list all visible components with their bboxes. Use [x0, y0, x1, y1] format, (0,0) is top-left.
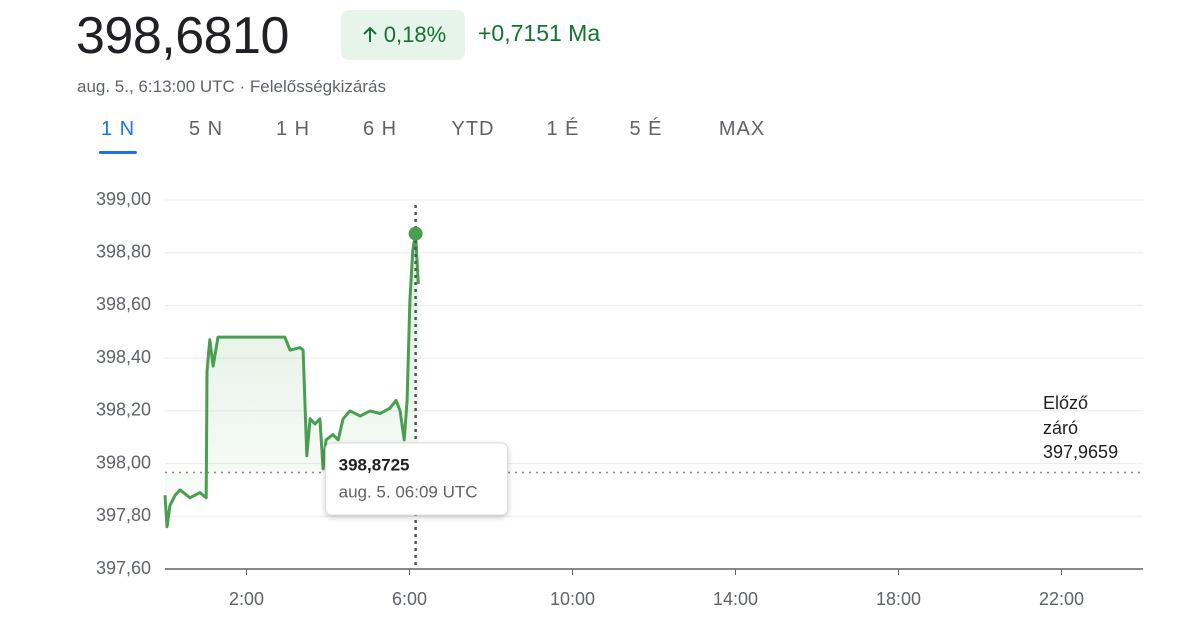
- previous-close-value: 397,9659: [1043, 442, 1118, 462]
- range-tab[interactable]: 1 N: [98, 118, 138, 154]
- up-arrow: [363, 26, 377, 42]
- x-tick-label: 6:00: [392, 589, 427, 609]
- range-tab[interactable]: 5 N: [188, 118, 224, 140]
- y-tick-label: 397,80: [96, 505, 151, 525]
- y-tick-label: 398,00: [96, 452, 151, 472]
- hover-point: [408, 226, 423, 241]
- y-tick-label: 398,20: [96, 400, 151, 420]
- previous-close-label: záró: [1043, 418, 1078, 438]
- change-absolute: +0,7151 Ma: [478, 20, 601, 46]
- tooltip-value: 398,8725: [339, 455, 410, 474]
- y-tick-label: 397,60: [96, 558, 151, 578]
- range-tabs: 1 N 5 N 1 H 6 H YTD 1 É 5 É MAX: [0, 118, 1200, 158]
- range-tab[interactable]: YTD: [451, 118, 495, 140]
- range-tab[interactable]: 1 H: [275, 118, 311, 140]
- change-percent: 0,18%: [383, 22, 447, 47]
- x-tick-label: 18:00: [876, 589, 921, 609]
- y-tick-label: 398,80: [96, 241, 151, 261]
- x-tick-label: 10:00: [550, 589, 595, 609]
- y-tick-label: 398,40: [96, 347, 151, 367]
- tooltip-time: aug. 5. 06:09 UTC: [339, 482, 478, 501]
- range-tab[interactable]: 1 É: [546, 118, 580, 140]
- price: 398,6810: [76, 7, 289, 65]
- x-tick-label: 22:00: [1039, 589, 1084, 609]
- range-tab[interactable]: MAX: [718, 118, 766, 140]
- previous-close-label: Előző: [1043, 393, 1088, 413]
- timestamp: aug. 5., 6:13:00 UTC · Felelősségkizárás: [77, 77, 386, 96]
- range-tab[interactable]: 6 H: [362, 118, 398, 140]
- x-tick-label: 14:00: [713, 589, 758, 609]
- tooltip-box: [325, 442, 509, 516]
- y-tick-label: 398,60: [96, 294, 151, 314]
- range-tab[interactable]: 5 É: [629, 118, 663, 140]
- tooltip: 398,8725 aug. 5. 06:09 UTC: [325, 442, 509, 516]
- change-badge: 0,18%: [341, 10, 465, 60]
- y-tick-label: 399,00: [96, 189, 151, 209]
- price-line: [163, 232, 420, 529]
- x-tick-label: 2:00: [229, 589, 264, 609]
